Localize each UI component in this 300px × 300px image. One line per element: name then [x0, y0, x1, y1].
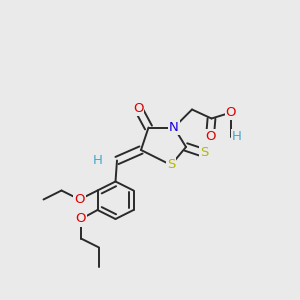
Text: O: O: [133, 101, 143, 115]
Text: O: O: [205, 130, 215, 143]
Text: N: N: [169, 121, 179, 134]
Text: S: S: [200, 146, 208, 160]
Text: O: O: [76, 212, 86, 226]
Text: S: S: [167, 158, 175, 172]
Text: H: H: [93, 154, 102, 167]
Text: O: O: [74, 193, 85, 206]
Text: H: H: [232, 130, 242, 143]
Text: O: O: [226, 106, 236, 119]
